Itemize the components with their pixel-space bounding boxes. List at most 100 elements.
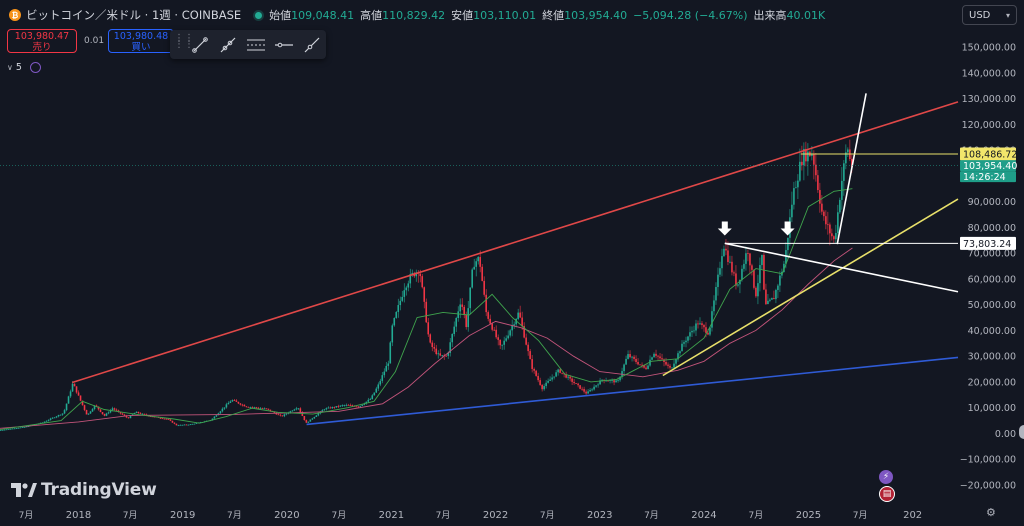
- candle-body: [193, 423, 196, 425]
- candle-body: [681, 343, 683, 352]
- candle-body: [519, 312, 521, 318]
- candle-body: [59, 414, 62, 416]
- ray-icon[interactable]: [216, 33, 240, 57]
- candle-body: [685, 340, 687, 343]
- candle-body: [81, 400, 84, 406]
- sell-button[interactable]: 103,980.47 売り: [7, 29, 77, 53]
- candle-body: [729, 261, 731, 263]
- candle-body: [511, 325, 513, 331]
- candle-body: [253, 407, 256, 409]
- candle-body: [717, 274, 719, 287]
- x-tick-label: 2023: [587, 510, 612, 521]
- settings-gear-icon[interactable]: ⚙: [986, 506, 996, 519]
- candle-body: [587, 391, 589, 394]
- parallel-channel-icon[interactable]: [244, 33, 268, 57]
- x-tick-label: 7月: [436, 510, 451, 521]
- candle-body: [807, 151, 809, 162]
- extended-line-icon[interactable]: [300, 33, 324, 57]
- candle-body: [13, 428, 16, 430]
- candle-body: [225, 404, 228, 408]
- candle-body: [85, 409, 88, 415]
- candle-body: [573, 381, 575, 384]
- candle-body: [479, 257, 481, 267]
- price-label-horizontal-line-high: 108,486.72: [960, 147, 1017, 161]
- candle-body: [263, 408, 266, 410]
- candle-body: [105, 413, 108, 416]
- candle-body: [543, 386, 545, 390]
- buy-button[interactable]: 103,980.48 買い: [108, 29, 174, 53]
- time-axis: 7月 2018 7月 2019 7月 2020 7月 2021 7月 2022 7月 2023 7月 20…: [19, 510, 923, 521]
- candle-body: [495, 329, 497, 338]
- candle-body: [599, 380, 601, 385]
- candle-body: [381, 375, 384, 381]
- trend-line-icon[interactable]: [188, 33, 212, 57]
- candle-body: [317, 413, 320, 416]
- candle-body: [761, 254, 763, 266]
- candle-body: [143, 413, 146, 415]
- candle-body: [805, 148, 807, 162]
- candle-body: [499, 339, 501, 346]
- candle-body: [803, 148, 805, 166]
- candle-body: [651, 357, 653, 360]
- candle-body: [653, 353, 655, 358]
- candle-body: [441, 355, 444, 356]
- candle-body: [245, 406, 248, 408]
- candle-body: [669, 365, 671, 368]
- candle-body: [771, 298, 773, 300]
- candle-body: [515, 318, 517, 325]
- candle-body: [167, 419, 170, 420]
- price-label-last-price: 103,954.40: [960, 160, 1017, 172]
- lightning-icon[interactable]: ⚡: [879, 470, 893, 484]
- candle-body: [165, 418, 168, 420]
- candle-body: [531, 359, 533, 369]
- candle-body: [47, 419, 50, 421]
- candle-body: [169, 419, 172, 421]
- candle-body: [171, 420, 174, 423]
- candle-body: [569, 376, 571, 379]
- scroll-handle[interactable]: [1019, 425, 1024, 439]
- candle-body: [119, 411, 122, 414]
- candle-body: [501, 344, 503, 346]
- symbol-title[interactable]: ビットコイン／米ドル · 1週 · COINBASE: [26, 8, 242, 22]
- y-tick-label: −10,000.00: [960, 455, 1016, 466]
- candle-body: [279, 414, 282, 416]
- candle-body: [159, 417, 162, 419]
- candle-body: [521, 317, 523, 327]
- candle-body: [839, 199, 841, 213]
- candle-body: [687, 336, 689, 341]
- us-flag-icon[interactable]: ▤: [879, 486, 895, 502]
- x-tick-label: 7月: [123, 510, 138, 521]
- candle-body: [393, 317, 396, 326]
- ohlc-low: 安値103,110.01: [451, 9, 537, 22]
- chevron-down-icon: ▾: [1005, 10, 1010, 20]
- candle-body: [449, 342, 452, 353]
- candle-body: [57, 414, 60, 417]
- candle-body: [593, 386, 595, 390]
- candle-body: [523, 326, 525, 338]
- candle-body: [695, 323, 697, 331]
- candle-body: [641, 364, 643, 366]
- candle-body: [725, 248, 727, 251]
- tradingview-watermark[interactable]: TradingView: [11, 480, 157, 500]
- indicator-visibility-icon[interactable]: [29, 61, 41, 73]
- indicator-count: 5: [15, 61, 22, 73]
- candle-body: [23, 427, 26, 428]
- indicators-toggle[interactable]: ∨ 5: [7, 60, 41, 74]
- candle-body: [255, 407, 258, 409]
- currency-select[interactable]: USD ▾: [962, 5, 1017, 25]
- drag-handle-icon[interactable]: ⋮⋮ ⋮⋮: [174, 32, 194, 50]
- horizontal-ray-icon[interactable]: [272, 33, 296, 57]
- candle-body: [391, 325, 394, 343]
- candle-body: [673, 363, 675, 368]
- candle-body: [609, 380, 611, 381]
- candle-body: [403, 290, 406, 297]
- candle-body: [427, 322, 430, 335]
- candle-body: [737, 284, 739, 286]
- candle-body: [541, 384, 543, 390]
- candle-body: [461, 304, 463, 307]
- candle-body: [679, 351, 681, 354]
- candle-body: [281, 415, 284, 417]
- candle-body: [749, 253, 751, 266]
- candle-body: [629, 354, 631, 358]
